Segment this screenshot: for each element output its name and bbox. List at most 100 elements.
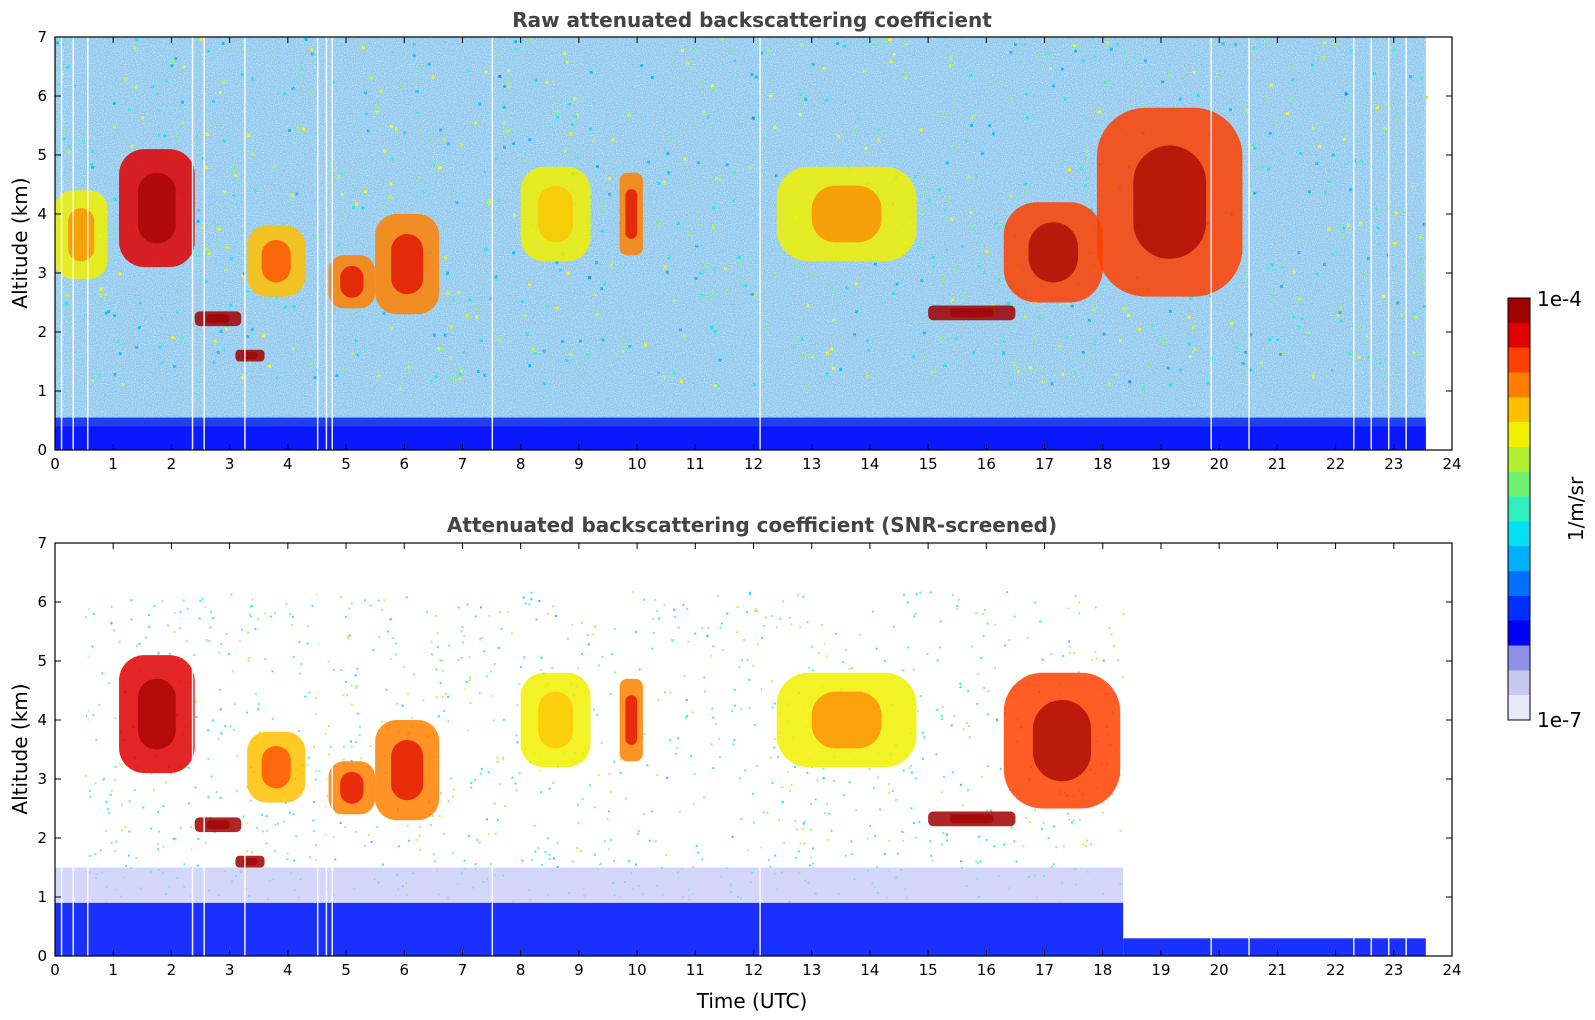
signal-speckle xyxy=(380,608,383,611)
signal-speckle xyxy=(444,692,447,695)
signal-speckle xyxy=(230,593,233,596)
signal-speckle xyxy=(441,669,444,672)
x-tick-label: 7 xyxy=(458,961,468,979)
signal-speckle xyxy=(769,865,772,868)
signal-speckle xyxy=(721,649,724,652)
signal-speckle xyxy=(531,858,534,861)
signal-speckle xyxy=(826,838,829,841)
signal-speckle xyxy=(868,768,871,771)
signal-speckle xyxy=(520,666,523,669)
signal-speckle xyxy=(976,673,979,676)
signal-speckle xyxy=(773,702,776,705)
signal-speckle xyxy=(755,610,758,613)
signal-speckle xyxy=(344,615,347,618)
signal-speckle xyxy=(976,702,979,705)
signal-speckle xyxy=(609,693,612,696)
signal-speckle xyxy=(194,786,197,789)
signal-speckle xyxy=(369,604,372,607)
signal-speckle xyxy=(952,771,955,774)
missing-profile xyxy=(1387,37,1390,450)
signal-speckle xyxy=(720,622,723,625)
signal-speckle xyxy=(753,610,756,613)
signal-speckle xyxy=(598,863,601,866)
signal-speckle xyxy=(808,667,811,670)
signal-speckle xyxy=(610,790,613,793)
signal-speckle xyxy=(107,808,110,811)
signal-speckle xyxy=(534,850,537,853)
cloud-core xyxy=(811,691,882,749)
signal-speckle xyxy=(327,660,330,663)
signal-speckle xyxy=(746,658,749,661)
signal-speckle xyxy=(115,840,118,843)
signal-speckle xyxy=(246,822,249,825)
y-tick-label: 5 xyxy=(37,652,47,670)
signal-speckle xyxy=(479,772,482,775)
signal-speckle xyxy=(157,830,160,833)
signal-speckle xyxy=(643,732,646,735)
signal-speckle xyxy=(547,837,550,840)
x-tick-label: 12 xyxy=(744,961,763,979)
signal-speckle xyxy=(266,829,269,832)
signal-speckle xyxy=(812,847,815,850)
signal-speckle xyxy=(343,745,346,748)
signal-speckle xyxy=(552,781,555,784)
signal-speckle xyxy=(707,627,710,630)
missing-profile xyxy=(191,543,194,956)
signal-speckle xyxy=(759,688,762,691)
signal-speckle xyxy=(822,767,825,770)
signal-speckle xyxy=(402,666,405,669)
signal-speckle xyxy=(327,724,330,727)
cloud-core xyxy=(242,858,258,866)
signal-speckle xyxy=(312,830,315,833)
signal-speckle xyxy=(635,863,638,866)
signal-speckle xyxy=(745,611,748,614)
signal-speckle xyxy=(950,724,953,727)
signal-speckle xyxy=(770,615,773,618)
signal-speckle xyxy=(803,820,806,823)
signal-speckle xyxy=(346,694,349,697)
signal-speckle xyxy=(452,788,455,791)
signal-speckle xyxy=(478,692,481,695)
signal-speckle xyxy=(493,802,496,805)
signal-speckle xyxy=(113,778,116,781)
signal-speckle xyxy=(802,822,805,825)
missing-profile xyxy=(203,543,205,956)
signal-speckle xyxy=(767,859,770,862)
x-tick-label: 7 xyxy=(458,455,468,473)
signal-speckle xyxy=(258,731,261,734)
x-tick-label: 23 xyxy=(1384,961,1403,979)
missing-profile xyxy=(1353,37,1355,450)
signal-speckle xyxy=(732,743,735,746)
missing-profile xyxy=(1210,37,1212,450)
signal-speckle xyxy=(261,813,264,816)
signal-speckle xyxy=(790,623,793,626)
cloud-core xyxy=(340,265,364,298)
signal-speckle xyxy=(448,644,451,647)
missing-profile xyxy=(87,543,89,956)
signal-speckle xyxy=(872,610,875,613)
signal-speckle xyxy=(749,591,752,594)
signal-speckle xyxy=(523,656,526,659)
missing-profile xyxy=(1370,543,1373,956)
signal-speckle xyxy=(128,800,131,803)
signal-speckle xyxy=(581,621,584,624)
signal-speckle xyxy=(652,618,655,621)
signal-speckle xyxy=(463,859,466,862)
signal-speckle xyxy=(902,669,905,672)
signal-speckle xyxy=(436,646,439,649)
signal-speckle xyxy=(485,675,488,678)
x-tick-label: 3 xyxy=(225,455,235,473)
signal-speckle xyxy=(1013,615,1016,618)
signal-speckle xyxy=(961,804,964,807)
signal-speckle xyxy=(257,703,260,706)
signal-speckle xyxy=(710,654,713,657)
signal-speckle xyxy=(193,654,196,657)
signal-speckle xyxy=(1119,829,1122,832)
signal-speckle xyxy=(208,640,211,643)
signal-speckle xyxy=(128,854,131,857)
signal-speckle xyxy=(1062,654,1065,657)
signal-speckle xyxy=(91,645,94,648)
signal-speckle xyxy=(824,812,827,815)
signal-speckle xyxy=(433,860,436,863)
signal-speckle xyxy=(350,602,353,605)
